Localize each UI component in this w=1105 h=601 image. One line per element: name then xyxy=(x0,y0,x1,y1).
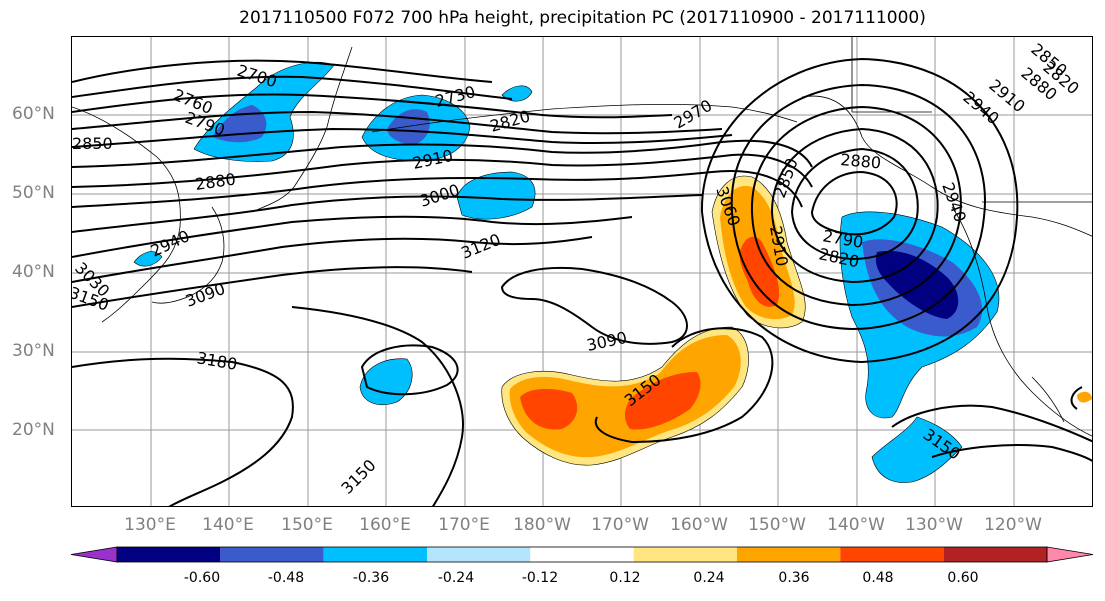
colorbar-tick: -0.12 xyxy=(521,570,559,586)
coast-baja xyxy=(1031,376,1065,423)
colorbar-cell xyxy=(840,547,944,562)
precip-positive-areas xyxy=(501,175,1092,466)
colorbar-cell xyxy=(737,547,841,562)
height-contours xyxy=(72,57,1092,506)
lon-label-140e: 140°E xyxy=(202,515,254,535)
lon-label-140w: 140°W xyxy=(827,515,885,535)
coastlines xyxy=(72,37,1092,437)
colorbar-tick: -0.48 xyxy=(267,570,305,586)
lon-label-170e: 170°E xyxy=(438,515,490,535)
lon-label-150w: 150°W xyxy=(748,515,806,535)
colorbar-cell xyxy=(530,547,634,562)
map-canvas: 2700 2760 2790 2730 2820 2970 2850 2880 … xyxy=(72,37,1092,506)
lon-label-170w: 170°W xyxy=(591,515,649,535)
lat-label-40n: 40°N xyxy=(12,262,55,282)
precip-area-hawaii-mid xyxy=(509,335,741,458)
lon-label-150e: 150°E xyxy=(281,515,333,535)
lat-label-50n: 50°N xyxy=(12,183,55,203)
colorbar-tick: 0.48 xyxy=(862,570,894,586)
colorbar-tick: -0.24 xyxy=(437,570,475,586)
lon-label-160w: 160°W xyxy=(670,515,728,535)
colorbar-cell xyxy=(70,546,118,563)
colorbar-cell xyxy=(1046,546,1094,563)
coast-aleutians xyxy=(371,103,798,133)
colorbar-tick: 0.12 xyxy=(609,570,641,586)
colorbar-cell xyxy=(633,547,737,562)
lat-label-30n: 30°N xyxy=(12,341,55,361)
border-alaska xyxy=(851,37,932,113)
precip-area-japan xyxy=(133,251,163,267)
colorbar-cell xyxy=(943,547,1047,562)
lon-label-180w: 180°W xyxy=(513,515,571,535)
contour-label: 2880 xyxy=(840,150,882,172)
coast-alaska xyxy=(801,95,1092,237)
contour-low-3 xyxy=(770,127,939,284)
contour-low-2 xyxy=(790,147,919,261)
lon-label-120w: 120°W xyxy=(984,515,1042,535)
contour-low-4 xyxy=(750,105,962,307)
precip-area-hawaii-core2 xyxy=(624,372,701,430)
precip-area-baja xyxy=(871,416,963,483)
map-title: 2017110500 F072 700 hPa height, precipit… xyxy=(239,8,926,28)
precip-area-gulf-alaska-core xyxy=(739,236,780,307)
coast-kamchatka xyxy=(251,46,353,213)
lat-label-20n: 20°N xyxy=(12,420,55,440)
coast-asia xyxy=(72,106,181,323)
lon-label-130w: 130°W xyxy=(905,515,963,535)
coast-na-west xyxy=(951,206,1092,437)
colorbar-tick: 0.24 xyxy=(693,570,725,586)
precip-area-mexico xyxy=(1077,391,1092,403)
colorbar-tick: 0.60 xyxy=(947,570,979,586)
colorbar-tick: 0.36 xyxy=(778,570,810,586)
lat-label-60n: 60°N xyxy=(12,104,55,124)
colorbar-outline xyxy=(116,546,1048,563)
lon-label-160e: 160°E xyxy=(359,515,411,535)
colorbar-cell xyxy=(117,547,221,562)
lon-label-130e: 130°E xyxy=(124,515,176,535)
map-panel: 2700 2760 2790 2730 2820 2970 2850 2880 … xyxy=(71,36,1093,507)
contour-low-5 xyxy=(730,83,986,331)
precip-area-hawaii-core xyxy=(520,388,578,430)
colorbar-cell xyxy=(323,547,427,562)
colorbar-cell xyxy=(220,547,324,562)
colorbar-cell xyxy=(427,547,531,562)
contour-high xyxy=(500,266,688,345)
contour-label: 2850 xyxy=(72,134,113,153)
colorbar-tick: -0.36 xyxy=(352,570,390,586)
precip-area-aleutian-east xyxy=(501,85,533,102)
colorbar-tick: -0.60 xyxy=(183,570,221,586)
contour-low-1 xyxy=(810,170,898,236)
